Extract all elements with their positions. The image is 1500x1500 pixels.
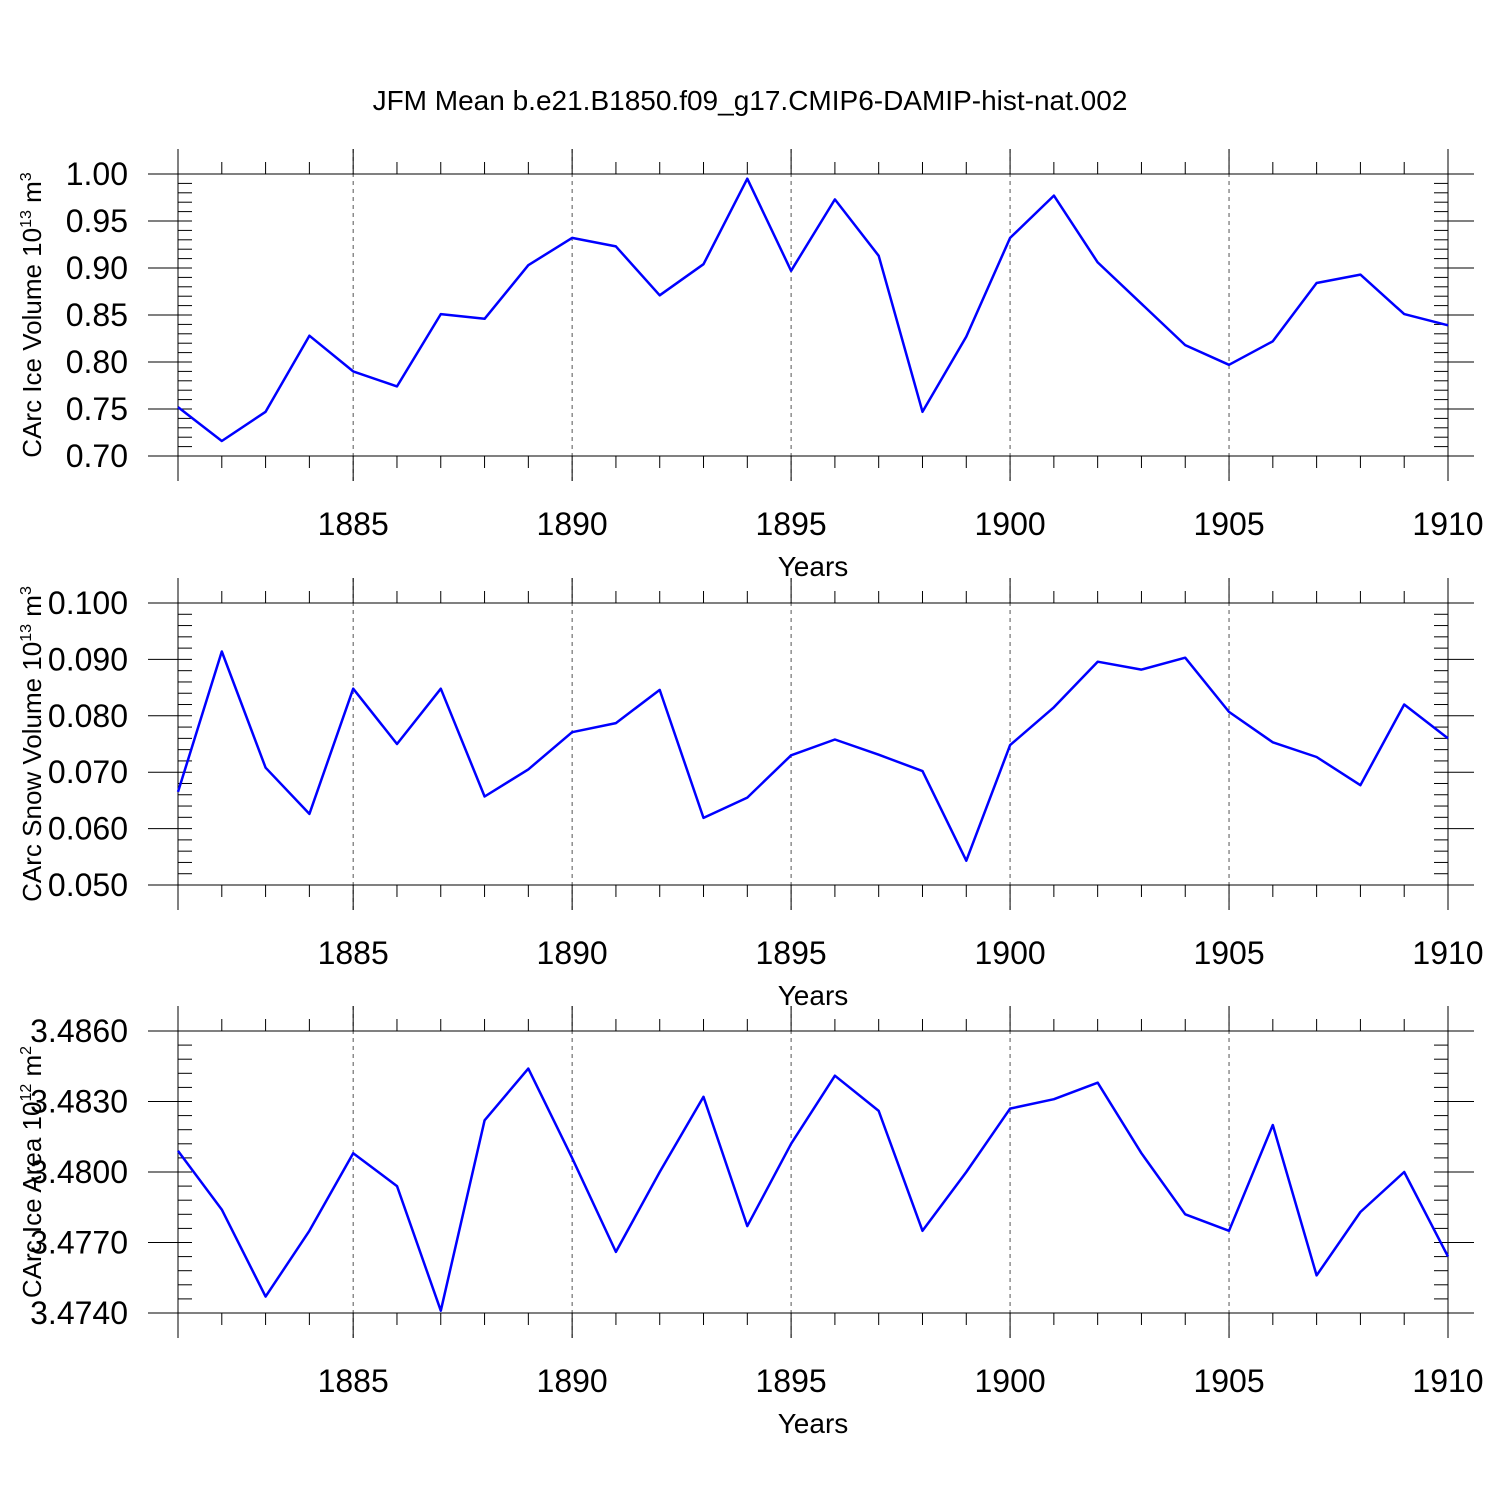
series-line bbox=[176, 1067, 1450, 1312]
y-tick-label: 0.90 bbox=[66, 250, 128, 286]
series-line bbox=[176, 650, 1449, 862]
chart-title: JFM Mean b.e21.B1850.f09_g17.CMIP6-DAMIP… bbox=[373, 85, 1128, 116]
y-tick-label: 3.4860 bbox=[30, 1013, 128, 1049]
y-tick-label: 0.070 bbox=[48, 754, 128, 790]
x-axis-title: Years bbox=[778, 1408, 849, 1439]
x-tick-label: 1895 bbox=[756, 935, 827, 971]
y-tick-label: 0.050 bbox=[48, 867, 128, 903]
y-tick-label: 0.090 bbox=[48, 641, 128, 677]
y-axis-title: CArc Ice Area 1012 m2 bbox=[17, 1046, 47, 1298]
y-tick-label: 3.4830 bbox=[30, 1084, 128, 1120]
y-tick-label: 0.100 bbox=[48, 585, 128, 621]
x-tick-label: 1905 bbox=[1193, 935, 1264, 971]
x-tick-label: 1910 bbox=[1412, 1363, 1483, 1399]
x-tick-label: 1910 bbox=[1412, 506, 1483, 542]
panel-2: 0.050 0.060 0.070 0.080 0.090 0.100 1885 1890 18… bbox=[17, 578, 1484, 1011]
y-tick-label: 0.85 bbox=[66, 297, 128, 333]
y-tick-label: 0.080 bbox=[48, 698, 128, 734]
y-axis-title: CArc Ice Volume 1013 m3 bbox=[17, 172, 47, 457]
y-tick-label: 0.75 bbox=[66, 391, 128, 427]
x-tick-label: 1885 bbox=[318, 1363, 389, 1399]
x-axis-title: Years bbox=[778, 551, 849, 582]
y-tick-label: 1.00 bbox=[66, 156, 128, 192]
x-tick-label: 1890 bbox=[537, 506, 608, 542]
y-tick-label: 0.70 bbox=[66, 438, 128, 474]
x-tick-label: 1895 bbox=[756, 1363, 827, 1399]
x-tick-label: 1905 bbox=[1193, 506, 1264, 542]
x-tick-label: 1900 bbox=[974, 1363, 1045, 1399]
y-tick-label: 0.80 bbox=[66, 344, 128, 380]
x-tick-label: 1905 bbox=[1193, 1363, 1264, 1399]
x-tick-label: 1885 bbox=[318, 935, 389, 971]
y-axis-title: CArc Snow Volume 1013 m3 bbox=[17, 586, 47, 902]
x-tick-label: 1885 bbox=[318, 506, 389, 542]
y-tick-label: 3.4800 bbox=[30, 1154, 128, 1190]
y-tick-label: 0.95 bbox=[66, 203, 128, 239]
x-tick-label: 1900 bbox=[974, 506, 1045, 542]
x-tick-label: 1890 bbox=[537, 1363, 608, 1399]
x-tick-label: 1890 bbox=[537, 935, 608, 971]
panel-3: 3.4740 3.4770 3.4800 3.4830 3.4860 1885 1890 18… bbox=[17, 1006, 1484, 1439]
panel-1: 0.70 0.75 0.80 0.85 0.90 0.95 1.00 1885 1890 1895… bbox=[17, 149, 1484, 582]
y-tick-label: 3.4770 bbox=[30, 1225, 128, 1261]
x-tick-label: 1900 bbox=[974, 935, 1045, 971]
x-tick-label: 1910 bbox=[1412, 935, 1483, 971]
x-axis-title: Years bbox=[778, 980, 849, 1011]
x-tick-label: 1895 bbox=[756, 506, 827, 542]
y-tick-label: 0.060 bbox=[48, 811, 128, 847]
y-tick-label: 3.4740 bbox=[30, 1295, 128, 1331]
series-line bbox=[177, 177, 1449, 443]
